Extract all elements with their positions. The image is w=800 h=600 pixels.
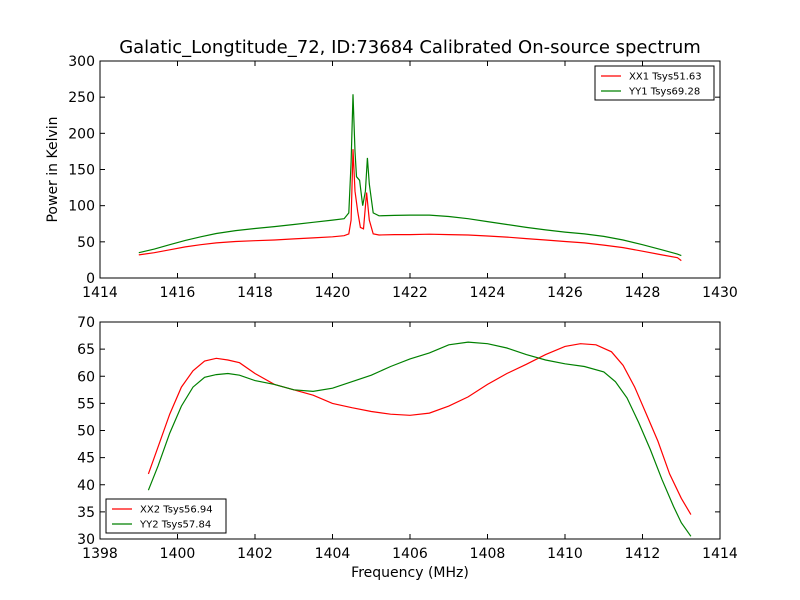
x-tick-label: 1416 (160, 285, 196, 301)
x-tick-label: 1402 (237, 546, 273, 562)
x-tick-label: 1404 (315, 546, 351, 562)
x-tick-label: 1424 (470, 285, 506, 301)
x-tick-label: 1412 (625, 546, 661, 562)
x-tick-label: 1400 (160, 546, 196, 562)
x-tick-label: 1414 (82, 285, 118, 301)
bottom-spectrum-plot: 1398 1400 1402 1404 1406 1408 1410 1412 1414 30 35… (77, 315, 738, 581)
legend-label: YY1 Tsys69.28 (628, 87, 700, 98)
x-tick-label: 1430 (702, 285, 738, 301)
legend: XX1 Tsys51.63 YY1 Tsys69.28 (594, 65, 715, 101)
x-tick-label: 1406 (392, 546, 428, 562)
legend-label: XX2 Tsys56.94 (140, 505, 213, 516)
y-axis-label: Power in Kelvin (45, 116, 61, 222)
x-tick-label: 1420 (315, 285, 351, 301)
y-tick-label: 70 (77, 315, 95, 331)
y-tick-label: 200 (68, 126, 95, 142)
series-line-2 (138, 94, 682, 257)
y-tick-label: 150 (68, 163, 95, 179)
x-tick-label: 1426 (547, 285, 583, 301)
legend: XX2 Tsys56.94 YY2 Tsys57.84 (105, 498, 227, 534)
y-tick-label: 30 (77, 532, 95, 548)
legend-box (594, 65, 715, 101)
y-tick-label: 55 (77, 396, 95, 412)
x-tick-label: 1422 (392, 285, 428, 301)
x-tick-label: 1398 (82, 546, 118, 562)
legend-label: XX1 Tsys51.63 (629, 72, 702, 83)
x-tick-label: 1418 (237, 285, 273, 301)
y-tick-label: 65 (77, 342, 95, 358)
y-tick-label: 50 (77, 235, 95, 251)
x-axis-label: Frequency (MHz) (351, 565, 469, 581)
y-tick-label: 300 (68, 54, 95, 70)
y-tick-label: 250 (68, 90, 95, 106)
legend-label: YY2 Tsys57.84 (139, 520, 211, 531)
legend-box (105, 498, 227, 534)
y-tick-label: 40 (77, 478, 95, 494)
y-tick-label: 35 (77, 505, 95, 521)
y-tick-label: 50 (77, 424, 95, 440)
series-line-1 (147, 343, 692, 515)
x-tick-label: 1408 (470, 546, 506, 562)
y-tick-label: 60 (77, 369, 95, 385)
top-spectrum-plot: 1414 1416 1418 1420 1422 1424 1426 1428 1430 0 50 1… (45, 54, 738, 301)
x-tick-label: 1428 (625, 285, 661, 301)
x-tick-label: 1410 (547, 546, 583, 562)
figure-title: Galatic_Longtitude_72, ID:73684 Calibrat… (119, 37, 701, 58)
series-line-2 (147, 341, 692, 537)
series-line-1 (138, 149, 682, 262)
y-tick-label: 0 (86, 271, 95, 287)
x-tick-label: 1414 (702, 546, 738, 562)
y-tick-label: 45 (77, 451, 95, 467)
y-tick-label: 100 (68, 199, 95, 215)
